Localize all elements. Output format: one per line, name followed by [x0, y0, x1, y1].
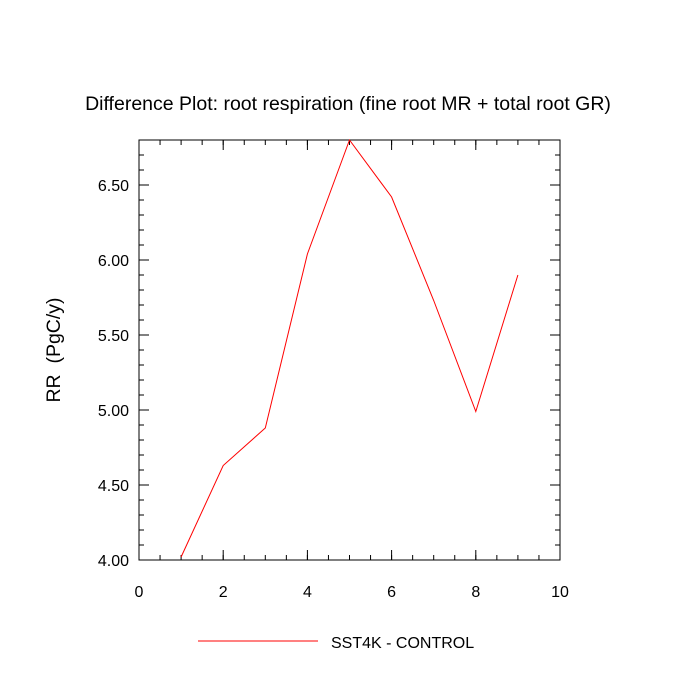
- legend-label-sst4k-control: SST4K - CONTROL: [331, 635, 474, 652]
- x-tick-label: 2: [219, 584, 228, 601]
- legend: SST4K - CONTROL: [198, 635, 474, 652]
- y-tick-label: 6.50: [98, 178, 129, 195]
- major-ticks: [138, 140, 561, 561]
- x-tick-label: 4: [303, 584, 312, 601]
- series-line-sst4k-control: [180, 138, 519, 558]
- y-axis-label: RR (PgC/y): [43, 297, 65, 402]
- y-tick-label: 4.50: [98, 478, 129, 495]
- minor-ticks: [138, 139, 561, 561]
- plot-area: [138, 139, 561, 561]
- tick-labels: 0 2 4 6 8 10 4.00 4.50 5.00 5.50 6.00 6.50: [98, 178, 569, 601]
- plot-border: [138, 139, 561, 561]
- series-layer: [180, 138, 519, 558]
- chart-title: Difference Plot: root respiration (fine …: [85, 93, 611, 115]
- x-tick-label: 10: [551, 584, 569, 601]
- x-tick-label: 0: [135, 584, 144, 601]
- x-tick-label: 8: [471, 584, 480, 601]
- y-tick-label: 5.00: [98, 403, 129, 420]
- y-tick-label: 5.50: [98, 328, 129, 345]
- y-tick-label: 6.00: [98, 253, 129, 270]
- y-tick-label: 4.00: [98, 553, 129, 570]
- x-tick-label: 6: [387, 584, 396, 601]
